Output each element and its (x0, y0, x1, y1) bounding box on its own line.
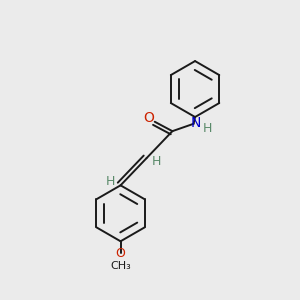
Text: CH₃: CH₃ (110, 261, 131, 271)
Text: O: O (143, 111, 154, 124)
Text: N: N (190, 116, 200, 130)
Text: H: H (152, 155, 161, 168)
Text: H: H (106, 175, 115, 188)
Text: H: H (203, 122, 212, 135)
Text: O: O (116, 247, 125, 260)
